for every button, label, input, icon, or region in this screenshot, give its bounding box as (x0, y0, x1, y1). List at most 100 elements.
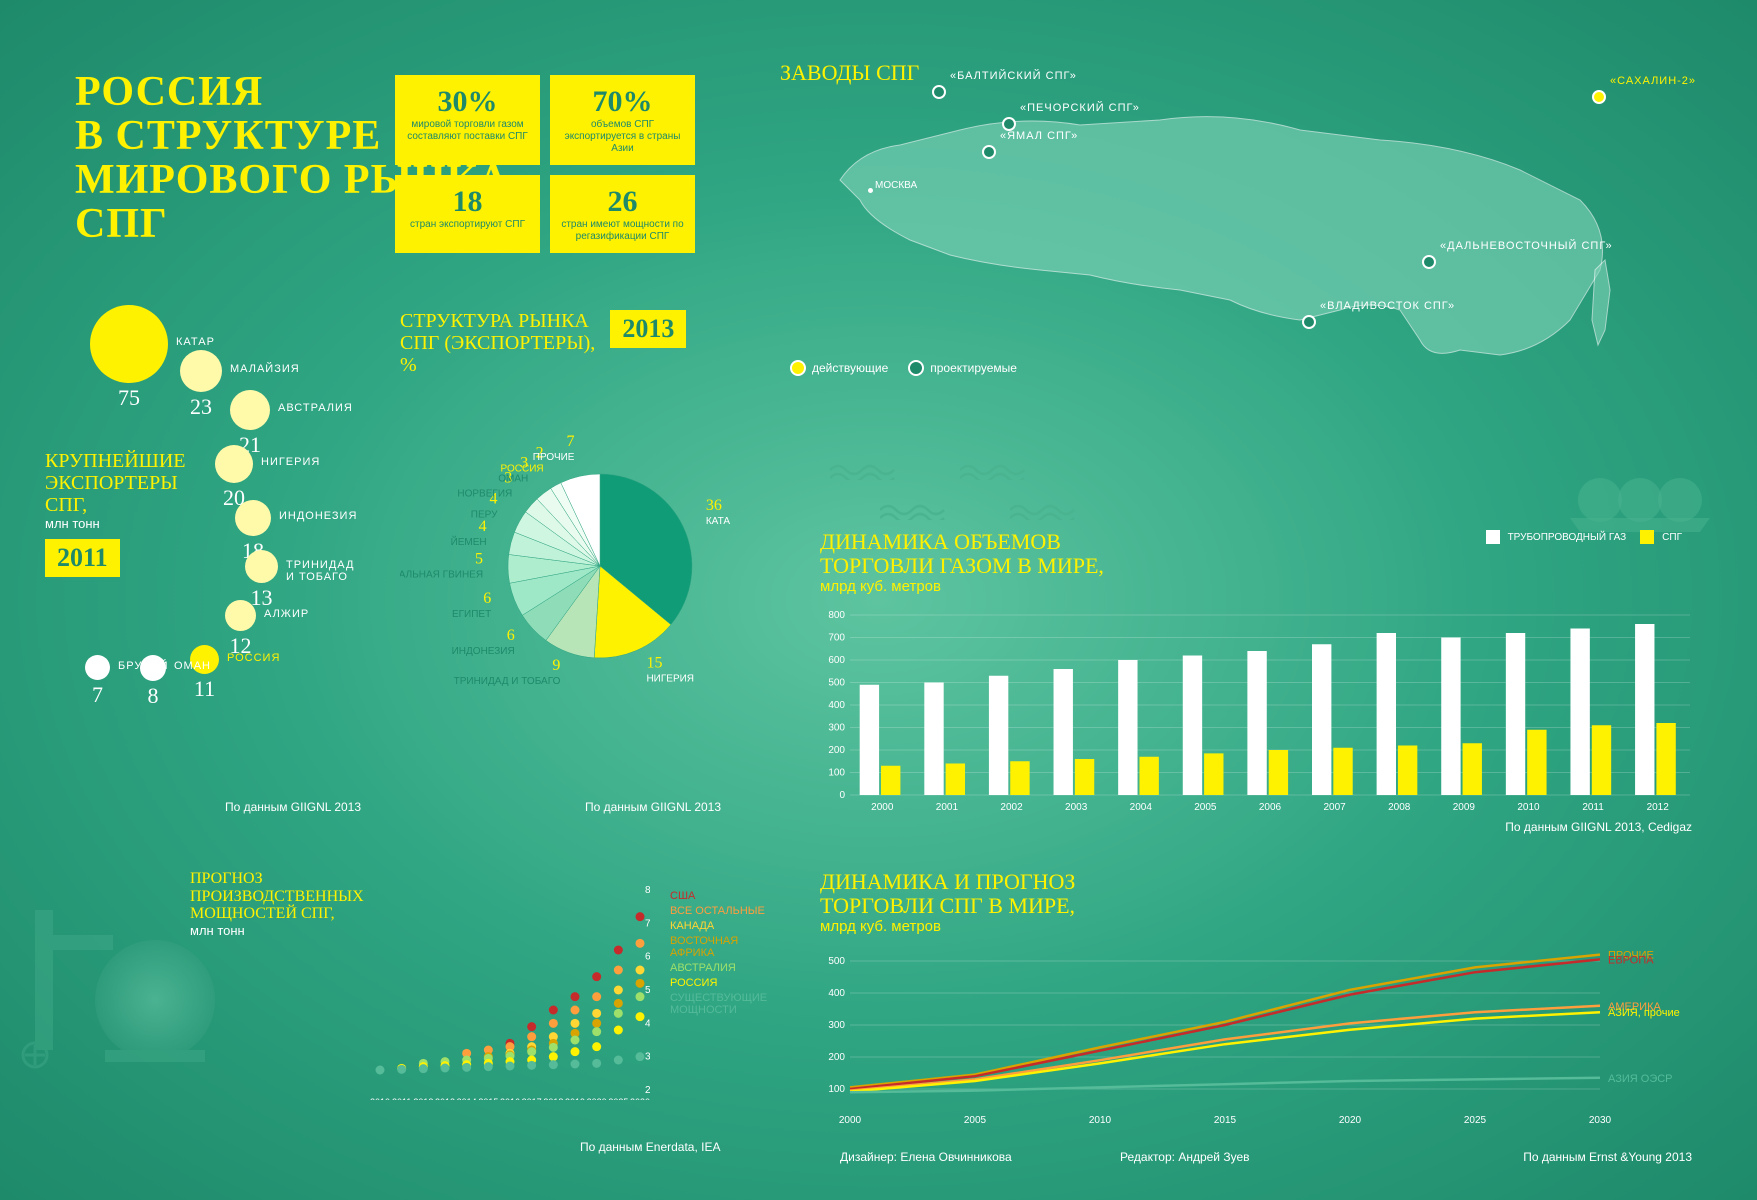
svg-text:2014: 2014 (457, 1097, 477, 1100)
pie-year: 2013 (610, 310, 686, 348)
svg-text:2015: 2015 (1214, 1115, 1237, 1126)
legend-item: ВОСТОЧНАЯ АФРИКА (670, 935, 767, 959)
bubble-label: АЛЖИР (264, 608, 309, 620)
bubbles-subtitle: млн тонн (45, 516, 185, 531)
forecast-title: ПРОГНОЗ ПРОИЗВОДСТВЕННЫХ МОЩНОСТЕЙ СПГ, (190, 870, 390, 923)
forecast-legend: СШАВСЕ ОСТАЛЬНЫЕКАНАДАВОСТОЧНАЯ АФРИКААВ… (670, 890, 767, 1019)
bubble-value: 7 (83, 682, 113, 708)
svg-text:КАТАР: КАТАР (706, 516, 730, 527)
stat-box: 70%объемов СПГ экспортируется в страны А… (550, 75, 695, 165)
map-plant-marker (1422, 255, 1436, 269)
svg-text:2020: 2020 (1339, 1115, 1362, 1126)
svg-text:400: 400 (828, 700, 845, 711)
forecast-section: ПРОГНОЗ ПРОИЗВОДСТВЕННЫХ МОЩНОСТЕЙ СПГ, … (190, 870, 750, 938)
exporter-bubble (230, 390, 270, 430)
bubble-label: КАТАР (176, 336, 215, 348)
legend-item: США (670, 890, 767, 902)
svg-text:2008: 2008 (1388, 802, 1411, 813)
svg-text:100: 100 (828, 1084, 845, 1095)
svg-text:ИНДОНЕЗИЯ: ИНДОНЕЗИЯ (452, 646, 515, 657)
svg-text:ЭКВАТОРИАЛЬНАЯ ГВИНЕЯ: ЭКВАТОРИАЛЬНАЯ ГВИНЕЯ (400, 570, 483, 581)
svg-text:ПЕРУ: ПЕРУ (471, 510, 498, 521)
svg-text:9: 9 (552, 657, 560, 674)
svg-text:2010: 2010 (370, 1097, 390, 1100)
svg-text:500: 500 (828, 956, 845, 967)
svg-text:0: 0 (839, 790, 845, 801)
legend-item: действующие (790, 360, 888, 376)
map-plant-label: «САХАЛИН-2» (1610, 75, 1696, 87)
svg-text:300: 300 (828, 723, 845, 734)
map-plant-marker (1302, 315, 1316, 329)
line-chart-title: ДИНАМИКА И ПРОГНОЗ ТОРГОВЛИ СПГ В МИРЕ, (820, 870, 1690, 918)
moscow-label: МОСКВА (875, 180, 917, 191)
svg-text:2005: 2005 (1194, 802, 1217, 813)
pie-title: СТРУКТУРА РЫНКА СПГ (ЭКСПОРТЕРЫ), % (400, 310, 595, 376)
russia-map (780, 60, 1700, 370)
bubbles-title: КРУПНЕЙШИЕ ЭКСПОРТЕРЫ СПГ, (45, 450, 185, 516)
svg-text:2025: 2025 (608, 1097, 628, 1100)
line-chart: 1002003004005002000200520102015202020252… (820, 935, 1690, 1145)
svg-text:2013: 2013 (435, 1097, 455, 1100)
svg-text:200: 200 (828, 1052, 845, 1063)
map-plant-marker (1592, 90, 1606, 104)
bubble-label: ТРИНИДАД И ТОБАГО (286, 559, 354, 583)
bar-chart-section: ДИНАМИКА ОБЪЕМОВ ТОРГОВЛИ ГАЗОМ В МИРЕ, … (820, 530, 1690, 830)
bar-chart-legend: ТРУБОПРОВОДНЫЙ ГАЗСПГ (1486, 530, 1690, 544)
wave-icon (960, 460, 1030, 480)
bar-chart-title: ДИНАМИКА ОБЪЕМОВ ТОРГОВЛИ ГАЗОМ В МИРЕ, (820, 530, 1104, 578)
svg-text:2011: 2011 (1582, 802, 1604, 813)
legend-item: КАНАДА (670, 920, 767, 932)
bubble-label: ИНДОНЕЗИЯ (279, 510, 357, 522)
stat-box: 18стран экспортируют СПГ (395, 175, 540, 253)
line-chart-section: ДИНАМИКА И ПРОГНОЗ ТОРГОВЛИ СПГ В МИРЕ, … (820, 870, 1690, 1150)
svg-text:800: 800 (645, 885, 650, 896)
legend-item: СУЩЕСТВУЮЩИЕ МОЩНОСТИ (670, 992, 767, 1016)
svg-text:800: 800 (828, 610, 845, 621)
exporter-bubble (245, 550, 278, 583)
designer-credit: Дизайнер: Елена Овчинникова (840, 1150, 1012, 1164)
map-plant-marker (1002, 117, 1016, 131)
bubble-value: 23 (186, 394, 216, 420)
svg-text:2010: 2010 (1517, 802, 1540, 813)
svg-text:2020: 2020 (587, 1097, 607, 1100)
bubble-label: РОССИЯ (227, 652, 280, 664)
editor-credit: Редактор: Андрей Зуев (1120, 1150, 1250, 1164)
bar-chart-subtitle: млрд куб. метров (820, 578, 1104, 595)
pie-section: СТРУКТУРА РЫНКА СПГ (ЭКСПОРТЕРЫ), % 2013… (400, 310, 730, 711)
svg-text:2005: 2005 (964, 1115, 987, 1126)
bubble-label: НИГЕРИЯ (261, 456, 320, 468)
map-plant-label: «БАЛТИЙСКИЙ СПГ» (950, 70, 1077, 82)
bubble-label: ОМАН (174, 660, 211, 672)
bubbles-year: 2011 (45, 539, 120, 577)
svg-text:2025: 2025 (1464, 1115, 1487, 1126)
map-legend: действующиепроектируемые (790, 360, 1017, 376)
exporter-bubble (180, 350, 222, 392)
svg-text:2001: 2001 (936, 802, 959, 813)
wave-icon (880, 500, 950, 520)
svg-text:2030: 2030 (1589, 1115, 1612, 1126)
svg-text:НИГЕРИЯ: НИГЕРИЯ (646, 673, 694, 684)
legend-item: ВСЕ ОСТАЛЬНЫЕ (670, 905, 767, 917)
forecast-source: По данным Enerdata, IEA (580, 1140, 720, 1154)
pie-source: По данным GIIGNL 2013 (585, 800, 721, 814)
svg-text:700: 700 (828, 633, 845, 644)
svg-text:2019: 2019 (565, 1097, 585, 1100)
legend-item: РОССИЯ (670, 977, 767, 989)
svg-text:2000: 2000 (839, 1115, 862, 1126)
map-plant-marker (932, 85, 946, 99)
bubble-label: АВСТРАЛИЯ (278, 402, 353, 414)
svg-text:400: 400 (645, 1018, 650, 1029)
svg-text:РОССИЯ: РОССИЯ (501, 463, 544, 474)
svg-text:500: 500 (828, 678, 845, 689)
svg-text:6: 6 (507, 627, 515, 644)
svg-text:АЗИЯ, прочие: АЗИЯ, прочие (1608, 1008, 1680, 1020)
wave-icon (830, 460, 900, 480)
svg-text:400: 400 (828, 988, 845, 999)
svg-text:ЕГИПЕТ: ЕГИПЕТ (452, 609, 491, 620)
svg-text:2018: 2018 (543, 1097, 563, 1100)
svg-text:300: 300 (828, 1020, 845, 1031)
map-plant-marker (982, 145, 996, 159)
svg-text:500: 500 (645, 985, 650, 996)
svg-text:2000: 2000 (871, 802, 894, 813)
svg-text:2017: 2017 (522, 1097, 542, 1100)
